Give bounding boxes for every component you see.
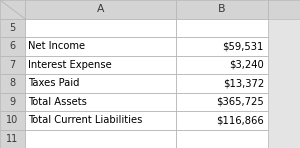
Bar: [176, 74, 268, 92]
Bar: [0, 18, 25, 37]
Text: 9: 9: [9, 97, 15, 107]
Text: $3,240: $3,240: [229, 60, 264, 70]
Bar: [176, 111, 268, 130]
Text: 5: 5: [9, 23, 15, 33]
Bar: [0, 56, 25, 74]
Bar: [0, 0, 25, 18]
Text: $365,725: $365,725: [216, 97, 264, 107]
Bar: [25, 18, 176, 37]
Bar: [25, 130, 176, 148]
Bar: [176, 0, 268, 18]
Text: Taxes Paid: Taxes Paid: [28, 78, 80, 88]
Bar: [25, 92, 176, 111]
Text: $13,372: $13,372: [223, 78, 264, 88]
Text: $116,866: $116,866: [216, 115, 264, 125]
Text: 8: 8: [9, 78, 15, 88]
Bar: [0, 56, 25, 74]
Bar: [0, 130, 25, 148]
Bar: [176, 0, 268, 18]
Bar: [176, 56, 268, 74]
Bar: [0, 92, 25, 111]
Bar: [25, 0, 176, 18]
Text: Net Income: Net Income: [28, 41, 85, 51]
Bar: [176, 37, 268, 56]
Bar: [0, 111, 25, 130]
Bar: [268, 56, 300, 74]
Text: Total Current Liabilities: Total Current Liabilities: [28, 115, 142, 125]
Bar: [268, 18, 300, 37]
Bar: [176, 37, 268, 56]
Bar: [25, 130, 176, 148]
Text: Total Assets: Total Assets: [28, 97, 87, 107]
Bar: [0, 37, 25, 56]
Bar: [25, 0, 176, 18]
Bar: [176, 111, 268, 130]
Text: Interest Expense: Interest Expense: [28, 60, 112, 70]
Bar: [268, 111, 300, 130]
Bar: [0, 37, 25, 56]
Bar: [25, 92, 176, 111]
Bar: [25, 56, 176, 74]
Bar: [268, 0, 300, 18]
Bar: [25, 74, 176, 92]
Bar: [176, 92, 268, 111]
Bar: [268, 0, 300, 18]
Bar: [0, 0, 25, 18]
Text: A: A: [97, 4, 104, 14]
Text: B: B: [218, 4, 226, 14]
Bar: [176, 92, 268, 111]
Bar: [268, 92, 300, 111]
Bar: [176, 18, 268, 37]
Bar: [176, 74, 268, 92]
Bar: [268, 74, 300, 92]
Bar: [0, 130, 25, 148]
Bar: [25, 111, 176, 130]
Bar: [0, 74, 25, 92]
Bar: [176, 18, 268, 37]
Bar: [25, 74, 176, 92]
Bar: [0, 74, 25, 92]
Bar: [0, 18, 25, 37]
Text: 11: 11: [6, 134, 18, 144]
Bar: [25, 18, 176, 37]
Bar: [268, 130, 300, 148]
Bar: [176, 130, 268, 148]
Bar: [25, 37, 176, 56]
Bar: [0, 111, 25, 130]
Bar: [176, 130, 268, 148]
Text: 7: 7: [9, 60, 15, 70]
Text: $59,531: $59,531: [223, 41, 264, 51]
Bar: [0, 92, 25, 111]
Bar: [176, 56, 268, 74]
Bar: [25, 111, 176, 130]
Bar: [268, 37, 300, 56]
Bar: [25, 37, 176, 56]
Bar: [25, 56, 176, 74]
Text: 6: 6: [9, 41, 15, 51]
Text: 10: 10: [6, 115, 18, 125]
